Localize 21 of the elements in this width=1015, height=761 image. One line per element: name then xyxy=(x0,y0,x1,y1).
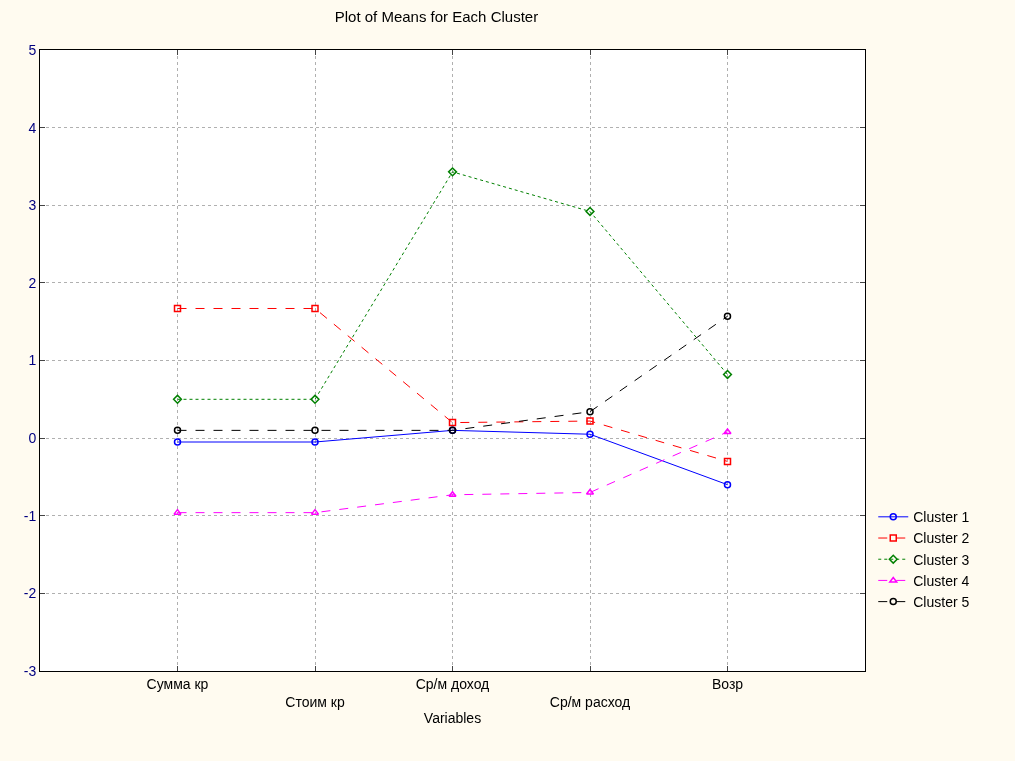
y-tick-label: 0 xyxy=(28,430,37,447)
legend-label: Cluster 2 xyxy=(913,530,970,547)
x-tick-label: Стоим кр xyxy=(285,694,345,710)
y-tick-label: 1 xyxy=(28,352,37,369)
legend-label: Cluster 5 xyxy=(913,594,970,611)
x-tick-label: Возр xyxy=(711,675,744,692)
y-tick-label: 3 xyxy=(28,197,37,214)
legend-label: Cluster 1 xyxy=(913,509,970,526)
x-tick-label: Ср/м доход xyxy=(415,675,490,692)
chart-title: Plot of Means for Each Cluster xyxy=(334,7,539,25)
x-tick-label: Сумма кр xyxy=(146,675,209,692)
legend-label: Cluster 4 xyxy=(913,572,970,589)
y-tick-label: -3 xyxy=(23,662,37,679)
legend-label: Cluster 3 xyxy=(913,551,970,568)
y-tick-label: 5 xyxy=(28,41,37,58)
y-tick-label: -1 xyxy=(23,507,37,524)
x-axis-title: Variables xyxy=(423,710,482,727)
y-tick-label: -2 xyxy=(23,585,37,602)
y-tick-label: 2 xyxy=(28,274,37,291)
x-tick-label: Ср/м расход xyxy=(549,694,631,710)
y-tick-label: 4 xyxy=(28,119,37,136)
